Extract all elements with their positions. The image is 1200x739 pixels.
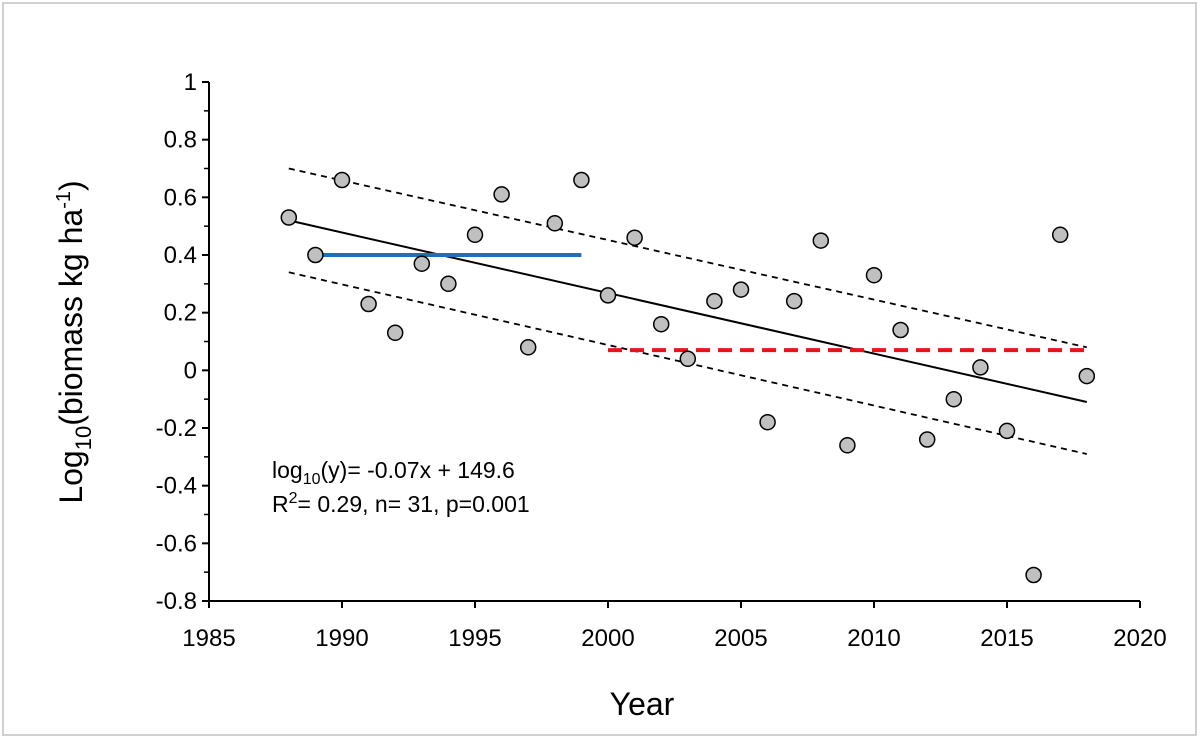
stats-prefix: R [272, 491, 289, 517]
regression-equation: log10(y)= -0.07x + 149.6 [272, 457, 515, 488]
x-tick-label: 2020 [1113, 625, 1166, 652]
x-tick-label: 2015 [980, 625, 1033, 652]
y-axis-title-superscript: -1 [53, 191, 75, 209]
x-tick-label: 2000 [581, 625, 634, 652]
data-point [413, 255, 431, 272]
y-axis-title-suffix: ) [53, 180, 89, 191]
data-point [307, 246, 324, 264]
data-point [945, 390, 963, 408]
data-point [652, 315, 670, 333]
y-axis-title-middle: (biomass kg ha [53, 209, 89, 426]
y-tick-label: -0.8 [156, 588, 197, 615]
data-point [493, 186, 510, 203]
x-tick-label: 1985 [182, 625, 235, 652]
data-point [839, 437, 856, 454]
data-point [812, 232, 830, 249]
y-axis-title-prefix: Log [53, 450, 89, 503]
data-point [1051, 226, 1069, 244]
stats-suffix: = 0.29, n= 31, p=0.001 [298, 491, 530, 517]
data-point [626, 229, 643, 246]
x-axis-ticks: 1985 1990 1995 2000 2005 2010 2015 2020 [182, 601, 1167, 652]
y-tick-label: -0.6 [156, 530, 197, 557]
data-point [599, 287, 617, 304]
y-axis-ticks: 1 0.8 0.6 0.4 0.2 0 -0.2 -0.4 -0.6 -0.8 [156, 69, 209, 615]
data-point [519, 339, 537, 356]
data-points [280, 171, 1096, 584]
data-point [998, 422, 1016, 440]
equation-subscript: 10 [303, 471, 321, 488]
y-tick-label: -0.4 [156, 473, 197, 500]
regression-stats: R2= 0.29, n= 31, p=0.001 [272, 490, 530, 517]
y-tick-label: 1 [184, 69, 197, 96]
data-point [573, 171, 590, 189]
x-tick-label: 2010 [847, 625, 900, 652]
data-point [386, 324, 404, 342]
data-point [466, 226, 484, 244]
y-tick-label: 0.6 [164, 184, 197, 211]
data-point [918, 431, 936, 448]
stats-superscript: 2 [289, 490, 298, 507]
data-point [972, 359, 989, 376]
y-tick-label: 0 [184, 357, 197, 384]
y-axis-title-subscript: 10 [71, 426, 96, 450]
equation-prefix: log [272, 457, 303, 483]
data-point [280, 209, 298, 226]
y-tick-label: -0.2 [156, 415, 197, 442]
equation-suffix: (y)= -0.07x + 149.6 [321, 457, 515, 483]
x-axis-title: Year [610, 686, 675, 722]
data-point [759, 413, 776, 431]
data-point [865, 266, 883, 284]
x-tick-label: 1995 [448, 625, 501, 652]
data-point [785, 292, 803, 310]
data-point [333, 171, 351, 189]
y-axis-title: Log10(biomass kg ha-1) [53, 180, 96, 503]
y-tick-label: 0.2 [164, 300, 197, 327]
data-point [1025, 566, 1042, 584]
x-tick-label: 1990 [315, 625, 368, 652]
upper-confidence-band [288, 167, 1087, 349]
data-point [360, 295, 377, 313]
data-point [892, 321, 909, 339]
data-point [732, 281, 750, 298]
data-point [1078, 367, 1096, 385]
x-tick-label: 2005 [714, 625, 767, 652]
y-tick-label: 0.4 [164, 242, 197, 269]
data-point [679, 350, 697, 368]
data-point [440, 275, 457, 293]
fit-line [288, 219, 1088, 403]
data-point [706, 292, 723, 310]
y-tick-label: 0.8 [164, 127, 197, 154]
data-point [546, 215, 564, 232]
